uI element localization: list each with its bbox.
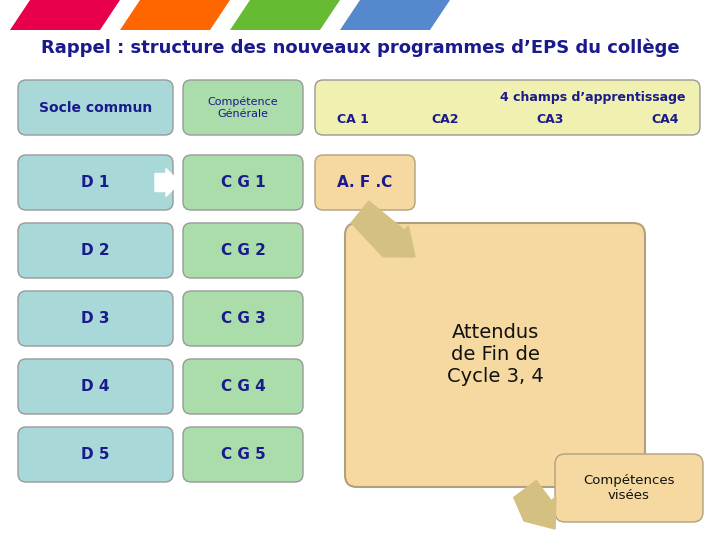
Polygon shape [10, 0, 120, 30]
Text: Compétence
Générale: Compétence Générale [207, 97, 279, 119]
Text: C G 3: C G 3 [220, 311, 266, 326]
FancyBboxPatch shape [18, 223, 173, 278]
Text: Attendus
de Fin de
Cycle 3, 4: Attendus de Fin de Cycle 3, 4 [446, 323, 544, 387]
Polygon shape [514, 481, 556, 529]
FancyBboxPatch shape [315, 155, 415, 210]
Polygon shape [120, 0, 230, 30]
FancyBboxPatch shape [345, 223, 645, 487]
FancyBboxPatch shape [18, 291, 173, 346]
Text: Socle commun: Socle commun [39, 100, 152, 114]
FancyBboxPatch shape [18, 155, 173, 210]
Text: D 2: D 2 [81, 243, 110, 258]
Text: CA3: CA3 [536, 113, 564, 126]
Text: D 1: D 1 [81, 175, 109, 190]
Text: Compétences
visées: Compétences visées [583, 474, 675, 502]
FancyBboxPatch shape [183, 359, 303, 414]
Text: CA4: CA4 [652, 113, 679, 126]
Text: Rappel : structure des nouveaux programmes d’EPS du collège: Rappel : structure des nouveaux programm… [41, 39, 679, 57]
FancyBboxPatch shape [183, 80, 303, 135]
Text: CA 1: CA 1 [337, 113, 369, 126]
Text: A. F .C: A. F .C [338, 175, 392, 190]
Text: CA2: CA2 [431, 113, 459, 126]
FancyArrow shape [155, 168, 180, 197]
Polygon shape [351, 201, 415, 257]
FancyBboxPatch shape [183, 291, 303, 346]
Text: 4 champs d’apprentissage: 4 champs d’apprentissage [500, 91, 685, 104]
Text: C G 1: C G 1 [221, 175, 265, 190]
Polygon shape [340, 0, 450, 30]
Text: C G 2: C G 2 [220, 243, 266, 258]
Text: D 3: D 3 [81, 311, 109, 326]
Text: C G 5: C G 5 [220, 447, 266, 462]
FancyBboxPatch shape [555, 454, 703, 522]
FancyBboxPatch shape [315, 80, 700, 135]
FancyBboxPatch shape [183, 155, 303, 210]
FancyBboxPatch shape [18, 427, 173, 482]
FancyBboxPatch shape [18, 80, 173, 135]
Polygon shape [230, 0, 340, 30]
FancyBboxPatch shape [183, 223, 303, 278]
Text: C G 4: C G 4 [220, 379, 266, 394]
Text: D 5: D 5 [81, 447, 109, 462]
Text: D 4: D 4 [81, 379, 109, 394]
FancyBboxPatch shape [183, 427, 303, 482]
FancyBboxPatch shape [18, 359, 173, 414]
